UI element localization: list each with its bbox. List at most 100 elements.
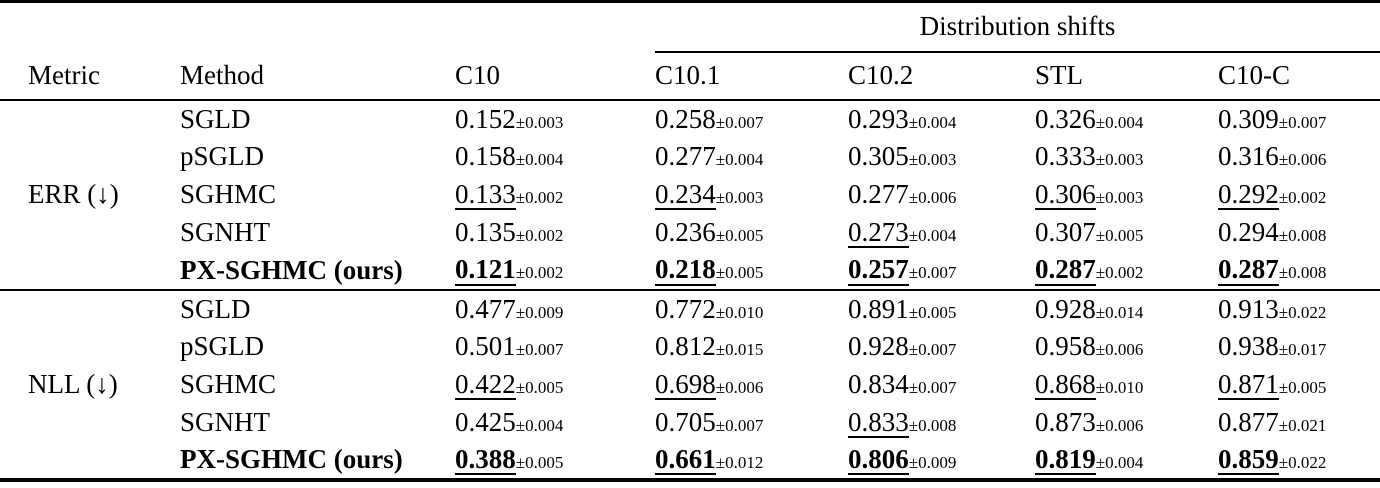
value-cell: 0.868±0.010 <box>1035 366 1218 404</box>
value-number: 0.273 <box>848 216 909 249</box>
value-cell: 0.425±0.004 <box>455 404 655 442</box>
value-number: 0.661 <box>655 443 716 476</box>
table-row: pSGLD 0.158±0.004 0.277±0.004 0.305±0.003 0.… <box>0 138 1380 176</box>
value-cell: 0.661±0.012 <box>655 442 848 480</box>
value-number: 0.913 <box>1218 293 1279 324</box>
group-header-spacer <box>0 2 655 52</box>
value-cell: 0.316±0.006 <box>1218 138 1380 176</box>
value-cell: 0.306±0.003 <box>1035 176 1218 214</box>
value-number: 0.305 <box>848 141 909 171</box>
value-stddev: ±0.007 <box>1278 112 1327 132</box>
value-number: 0.868 <box>1035 368 1096 401</box>
value-cell: 0.273±0.004 <box>848 214 1035 252</box>
value-number: 0.306 <box>1035 178 1096 211</box>
value-stddev: ±0.005 <box>515 377 564 397</box>
column-header-c10-c: C10-C <box>1218 51 1380 101</box>
value-cell: 0.913±0.022 <box>1218 288 1380 328</box>
value-stddev: ±0.022 <box>1278 302 1327 322</box>
value-number: 0.501 <box>455 331 516 361</box>
value-stddev: ±0.006 <box>1278 150 1327 169</box>
value-number: 0.218 <box>655 254 716 286</box>
value-stddev: ±0.006 <box>1095 416 1144 435</box>
value-number: 0.292 <box>1218 178 1279 211</box>
value-stddev: ±0.004 <box>1095 452 1144 472</box>
value-cell: 0.834±0.007 <box>848 366 1035 404</box>
value-cell: 0.293±0.004 <box>848 100 1035 138</box>
value-number: 0.158 <box>455 141 516 171</box>
value-cell: 0.501±0.007 <box>455 328 655 366</box>
metric-label: NLL (↓) <box>0 288 180 480</box>
value-number: 0.422 <box>455 368 516 401</box>
value-stddev: ±0.021 <box>1278 416 1327 435</box>
value-cell: 0.326±0.004 <box>1035 100 1218 138</box>
value-stddev: ±0.007 <box>908 263 957 283</box>
value-stddev: ±0.005 <box>1095 226 1144 245</box>
value-cell: 0.309±0.007 <box>1218 100 1380 138</box>
value-number: 0.152 <box>455 103 516 134</box>
value-number: 0.928 <box>848 331 909 361</box>
value-number: 0.293 <box>848 103 909 134</box>
table-row: pSGLD 0.501±0.007 0.812±0.015 0.928±0.007 0.… <box>0 328 1380 366</box>
value-cell: 0.877±0.021 <box>1218 404 1380 442</box>
table-row: PX-SGHMC (ours) 0.121±0.002 0.218±0.005 0.2… <box>0 252 1380 290</box>
value-stddev: ±0.004 <box>908 225 957 245</box>
value-stddev: ±0.007 <box>515 340 564 359</box>
value-number: 0.277 <box>655 141 716 171</box>
value-number: 0.834 <box>848 369 909 399</box>
value-stddev: ±0.002 <box>1278 187 1327 207</box>
method-label: SGLD <box>180 288 455 328</box>
value-cell: 0.812±0.015 <box>655 328 848 366</box>
value-number: 0.316 <box>1218 141 1279 171</box>
value-number: 0.477 <box>455 293 516 324</box>
value-cell: 0.133±0.002 <box>455 176 655 214</box>
value-stddev: ±0.004 <box>908 112 957 132</box>
value-stddev: ±0.006 <box>1095 340 1144 359</box>
value-number: 0.287 <box>1035 254 1096 286</box>
value-stddev: ±0.005 <box>1278 377 1327 397</box>
value-number: 0.873 <box>1035 407 1096 437</box>
value-stddev: ±0.007 <box>715 416 764 435</box>
value-cell: 0.135±0.002 <box>455 214 655 252</box>
value-cell: 0.158±0.004 <box>455 138 655 176</box>
value-cell: 0.258±0.007 <box>655 100 848 138</box>
table-row: SGNHT 0.135±0.002 0.236±0.005 0.273±0.004 0.… <box>0 214 1380 252</box>
value-cell: 0.833±0.008 <box>848 404 1035 442</box>
value-cell: 0.705±0.007 <box>655 404 848 442</box>
value-stddev: ±0.005 <box>715 263 764 283</box>
value-number: 0.307 <box>1035 217 1096 247</box>
value-number: 0.309 <box>1218 103 1279 134</box>
value-stddev: ±0.007 <box>908 340 957 359</box>
value-cell: 0.287±0.002 <box>1035 252 1218 290</box>
value-number: 0.236 <box>655 217 716 247</box>
value-number: 0.326 <box>1035 103 1096 134</box>
value-number: 0.928 <box>1035 293 1096 324</box>
value-cell: 0.819±0.004 <box>1035 442 1218 480</box>
table-row: ERR (↓) SGLD 0.152±0.003 0.258±0.007 0.293±0… <box>0 100 1380 210</box>
method-label: SGNHT <box>180 407 271 437</box>
value-number: 0.333 <box>1035 141 1096 171</box>
value-stddev: ±0.005 <box>908 302 957 322</box>
column-header-c10-1: C10.1 <box>655 51 848 101</box>
value-stddev: ±0.008 <box>1278 263 1327 283</box>
value-number: 0.819 <box>1035 443 1096 476</box>
table-row: SGHMC 0.422±0.005 0.698±0.006 0.834±0.007 0.… <box>0 366 1380 404</box>
value-number: 0.257 <box>848 254 909 286</box>
value-stddev: ±0.015 <box>715 340 764 359</box>
value-stddev: ±0.010 <box>715 302 764 322</box>
value-number: 0.121 <box>455 254 516 286</box>
column-header-method: Method <box>180 51 455 101</box>
value-stddev: ±0.006 <box>715 377 764 397</box>
method-label: SGNHT <box>180 217 271 247</box>
table-row: PX-SGHMC (ours) 0.388±0.005 0.661±0.012 0.8… <box>0 442 1380 480</box>
column-header-c10: C10 <box>455 51 655 101</box>
value-stddev: ±0.002 <box>515 263 564 283</box>
method-label: PX-SGHMC (ours) <box>180 254 403 285</box>
value-stddev: ±0.002 <box>515 226 564 245</box>
metric-label: ERR (↓) <box>28 179 119 209</box>
value-stddev: ±0.003 <box>715 187 764 207</box>
value-cell: 0.305±0.003 <box>848 138 1035 176</box>
value-stddev: ±0.014 <box>1095 302 1144 322</box>
value-number: 0.877 <box>1218 407 1279 437</box>
method-label: pSGLD <box>180 331 265 361</box>
